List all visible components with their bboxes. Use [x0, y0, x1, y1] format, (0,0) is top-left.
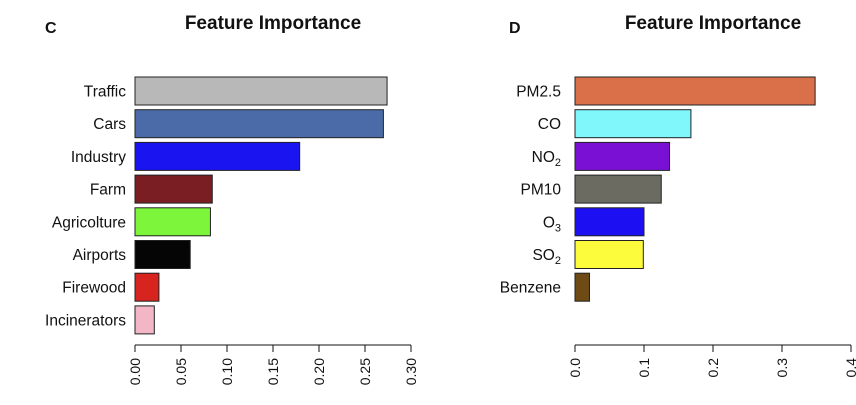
panel-d-bar-pm2-5: [574, 76, 816, 106]
panel-c-bar-incinerators: [134, 305, 155, 335]
panel-c-bar-traffic: [134, 76, 388, 106]
panel-d-label-o3: O3: [543, 214, 561, 234]
panel-c-label-firewood: Firewood: [62, 280, 126, 297]
panel-d-label-co: CO: [538, 116, 561, 133]
panel-c-label-airports: Airports: [73, 247, 127, 264]
panel-c-label-agricolture: Agricolture: [52, 214, 126, 231]
panel-c-x-tick-label-5: 0.25: [357, 358, 373, 385]
panel-c-bar-airports: [134, 240, 191, 269]
panel-d-bar-no2: [574, 141, 671, 171]
panel-c-x-tick-label-2: 0.10: [219, 358, 235, 385]
panel-c-label-cars: Cars: [93, 116, 126, 133]
panel-d-letter: D: [509, 20, 521, 37]
panel-c-label-industry: Industry: [71, 149, 126, 166]
panel-d-x-tick-label-3: 0.3: [774, 358, 790, 378]
panel-c-category-labels: Traffic Cars Industry Farm Agricolture Airpor…: [45, 84, 126, 330]
panel-c-bar-industry: [134, 141, 301, 171]
panel-c-bar-agricolture: [134, 207, 211, 237]
panel-c-chart: C Feature Importance Traffic Cars Industry…: [45, 13, 419, 385]
panel-c-bar-farm: [134, 174, 213, 204]
panel-d-bars: [574, 76, 816, 302]
panel-c-label-incinerators: Incinerators: [45, 312, 126, 329]
panel-c-label-traffic: Traffic: [84, 84, 126, 101]
panel-c-title: Feature Importance: [185, 13, 361, 34]
panel-d-category-labels: PM2.5 CO NO2 PM10 O3 SO2 Benzene: [500, 84, 562, 297]
panel-c-x-tick-label-3: 0.15: [265, 358, 281, 385]
panel-d-chart: D Feature Importance PM2.5 CO NO2 PM10 O3 SO2…: [500, 13, 856, 377]
panel-d-label-pm2-5: PM2.5: [516, 84, 561, 101]
panel-d-label-benzene: Benzene: [500, 280, 561, 297]
panel-d-title: Feature Importance: [625, 13, 801, 34]
panel-d-x-tick-label-2: 0.2: [705, 358, 721, 378]
panel-c-label-farm: Farm: [90, 182, 126, 199]
panel-c-x-axis: 0.00 0.05 0.10 0.15 0.20 0.25 0.30: [127, 344, 419, 385]
panel-c-x-tick-label-0: 0.00: [127, 358, 143, 385]
panel-c-x-tick-label-6: 0.30: [403, 358, 419, 385]
panel-d-x-tick-label-0: 0.0: [567, 358, 583, 378]
panel-d-bar-o3: [574, 207, 645, 237]
panel-d-bar-pm10: [574, 174, 662, 204]
panel-d-bar-co: [574, 109, 692, 139]
panel-d-x-axis: 0.0 0.1 0.2 0.3 0.4: [567, 344, 856, 378]
panel-c-x-tick-label-1: 0.05: [173, 358, 189, 385]
panel-d-bar-benzene: [574, 272, 590, 302]
panel-d-bar-so2: [574, 240, 644, 269]
panel-d-label-pm10: PM10: [521, 182, 562, 199]
panel-d-x-tick-label-1: 0.1: [636, 358, 652, 378]
panel-c-bar-cars: [134, 109, 384, 139]
panel-c-bars: [134, 76, 388, 335]
panel-d-label-so2: SO2: [532, 247, 561, 267]
panel-d-x-tick-label-4: 0.4: [843, 358, 856, 378]
panel-c-x-tick-label-4: 0.20: [311, 358, 327, 385]
panel-c-bar-firewood: [134, 272, 160, 302]
panel-d-label-no2: NO2: [532, 149, 561, 169]
panel-c-letter: C: [45, 20, 57, 37]
